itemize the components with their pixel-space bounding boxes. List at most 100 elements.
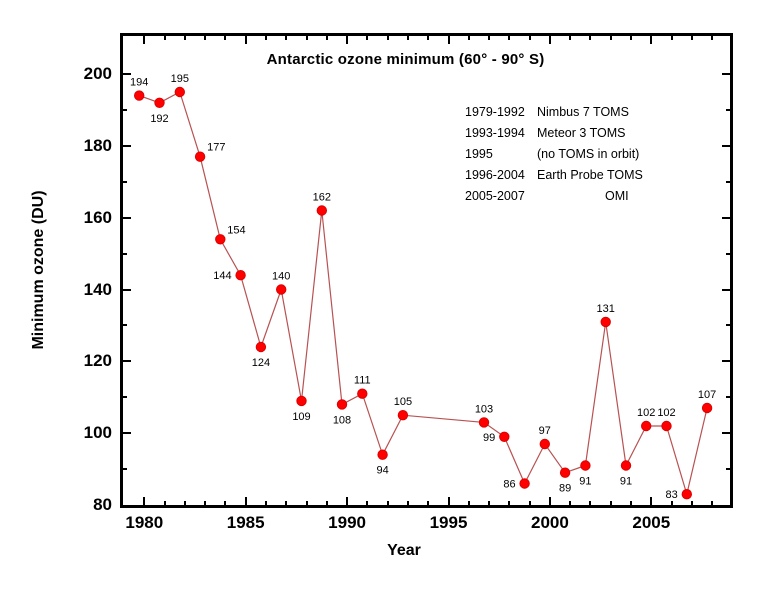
x-minor-tick <box>285 36 288 40</box>
data-series-svg: 194 192 195 177 154 144 124 140 109 162 108 111 94 10… <box>130 73 716 501</box>
x-minor-tick <box>488 36 491 40</box>
x-minor-tick <box>366 501 369 505</box>
data-point-marker <box>235 270 246 281</box>
x-minor-tick <box>711 501 714 505</box>
data-point-label: 102 <box>657 407 675 419</box>
x-minor-tick <box>670 501 673 505</box>
data-point-label: 109 <box>292 411 310 423</box>
x-major-tick <box>447 497 450 505</box>
data-point-marker <box>194 151 206 162</box>
legend-range: 1979-1992 <box>465 105 525 119</box>
data-point-label: 89 <box>559 483 571 495</box>
data-point-marker <box>539 438 550 450</box>
data-point-label: 91 <box>579 476 591 488</box>
data-point-label: 124 <box>252 357 270 369</box>
y-major-tick <box>722 73 730 76</box>
plot-area: Antarctic ozone minimum (60° - 90° S) 19… <box>120 33 733 508</box>
y-major-tick <box>722 432 730 435</box>
y-minor-tick <box>123 180 127 183</box>
x-minor-tick <box>630 36 633 40</box>
x-major-tick <box>447 36 450 44</box>
y-major-tick <box>123 432 131 435</box>
y-major-tick <box>722 144 730 147</box>
y-major-tick <box>123 288 131 291</box>
data-point-marker <box>519 478 530 489</box>
x-minor-tick <box>569 501 572 505</box>
data-point-marker <box>276 284 287 295</box>
data-point-label: 94 <box>376 465 388 477</box>
x-major-tick <box>346 497 349 505</box>
y-minor-tick <box>726 252 730 255</box>
data-point-label: 86 <box>503 479 515 491</box>
legend-row: 1995 (no TOMS in orbit) <box>465 144 643 165</box>
x-minor-tick <box>183 501 186 505</box>
data-point-label: 144 <box>213 270 231 282</box>
y-minor-tick <box>726 468 730 471</box>
x-tick-label: 1990 <box>328 513 366 532</box>
x-minor-tick <box>406 36 409 40</box>
y-minor-tick <box>123 468 127 471</box>
data-point-marker <box>255 341 267 353</box>
y-tick-label: 80 <box>93 495 112 514</box>
data-point-label: 140 <box>272 271 290 283</box>
y-major-tick <box>123 216 131 219</box>
legend-instrument-name: OMI <box>605 189 629 203</box>
x-minor-tick <box>711 36 714 40</box>
x-minor-tick <box>386 36 389 40</box>
data-point-label: 107 <box>698 389 716 401</box>
x-major-tick <box>244 36 247 44</box>
x-minor-tick <box>589 36 592 40</box>
x-minor-tick <box>609 501 612 505</box>
x-minor-tick <box>204 501 207 505</box>
x-major-tick <box>548 497 551 505</box>
x-minor-tick <box>305 501 308 505</box>
data-point-marker <box>600 316 611 328</box>
data-point-marker <box>336 399 348 410</box>
data-point-marker <box>174 86 185 98</box>
data-point-label: 99 <box>483 432 495 444</box>
x-major-tick <box>143 36 146 44</box>
x-minor-tick <box>630 501 633 505</box>
data-point-label: 177 <box>207 142 225 154</box>
x-minor-tick <box>589 501 592 505</box>
y-minor-tick <box>123 108 127 111</box>
data-point-marker <box>478 417 490 428</box>
data-point-marker <box>296 395 307 407</box>
y-tick-label: 180 <box>83 135 112 155</box>
data-point-marker <box>316 205 328 216</box>
x-minor-tick <box>670 36 673 40</box>
data-point-label: 194 <box>130 77 148 89</box>
y-minor-tick <box>726 180 730 183</box>
legend-instrument-name: (no TOMS in orbit) <box>537 147 640 161</box>
x-minor-tick <box>163 36 166 40</box>
data-point-label: 195 <box>171 73 189 85</box>
data-point-label: 162 <box>313 192 331 204</box>
y-major-tick <box>722 360 730 363</box>
y-tick-label: 140 <box>83 279 112 299</box>
x-major-tick <box>244 497 247 505</box>
x-minor-tick <box>224 36 227 40</box>
x-minor-tick <box>224 501 227 505</box>
y-tick-label: 200 <box>83 64 112 84</box>
y-major-tick <box>123 360 131 363</box>
y-tick-label: 160 <box>83 207 112 227</box>
data-point-marker <box>661 420 672 432</box>
legend-row: 1979-1992 Nimbus 7 TOMS <box>465 102 643 123</box>
data-point-label: 103 <box>475 403 493 415</box>
x-tick-label: 2000 <box>530 513 569 532</box>
data-point-label: 102 <box>637 407 655 419</box>
y-minor-tick <box>123 324 127 327</box>
x-minor-tick <box>325 36 328 40</box>
data-point-label: 105 <box>394 396 412 408</box>
data-point-label: 131 <box>597 303 615 315</box>
x-minor-tick <box>183 36 186 40</box>
data-point-marker <box>580 460 591 471</box>
x-minor-tick <box>609 36 612 40</box>
chart-title: Antarctic ozone minimum (60° - 90° S) <box>266 51 545 68</box>
x-tick-label: 1995 <box>429 513 468 532</box>
x-major-tick <box>143 497 146 505</box>
x-minor-tick <box>285 501 288 505</box>
data-point-marker <box>559 467 571 478</box>
legend-row: 2005-2007 OMI <box>465 186 643 207</box>
